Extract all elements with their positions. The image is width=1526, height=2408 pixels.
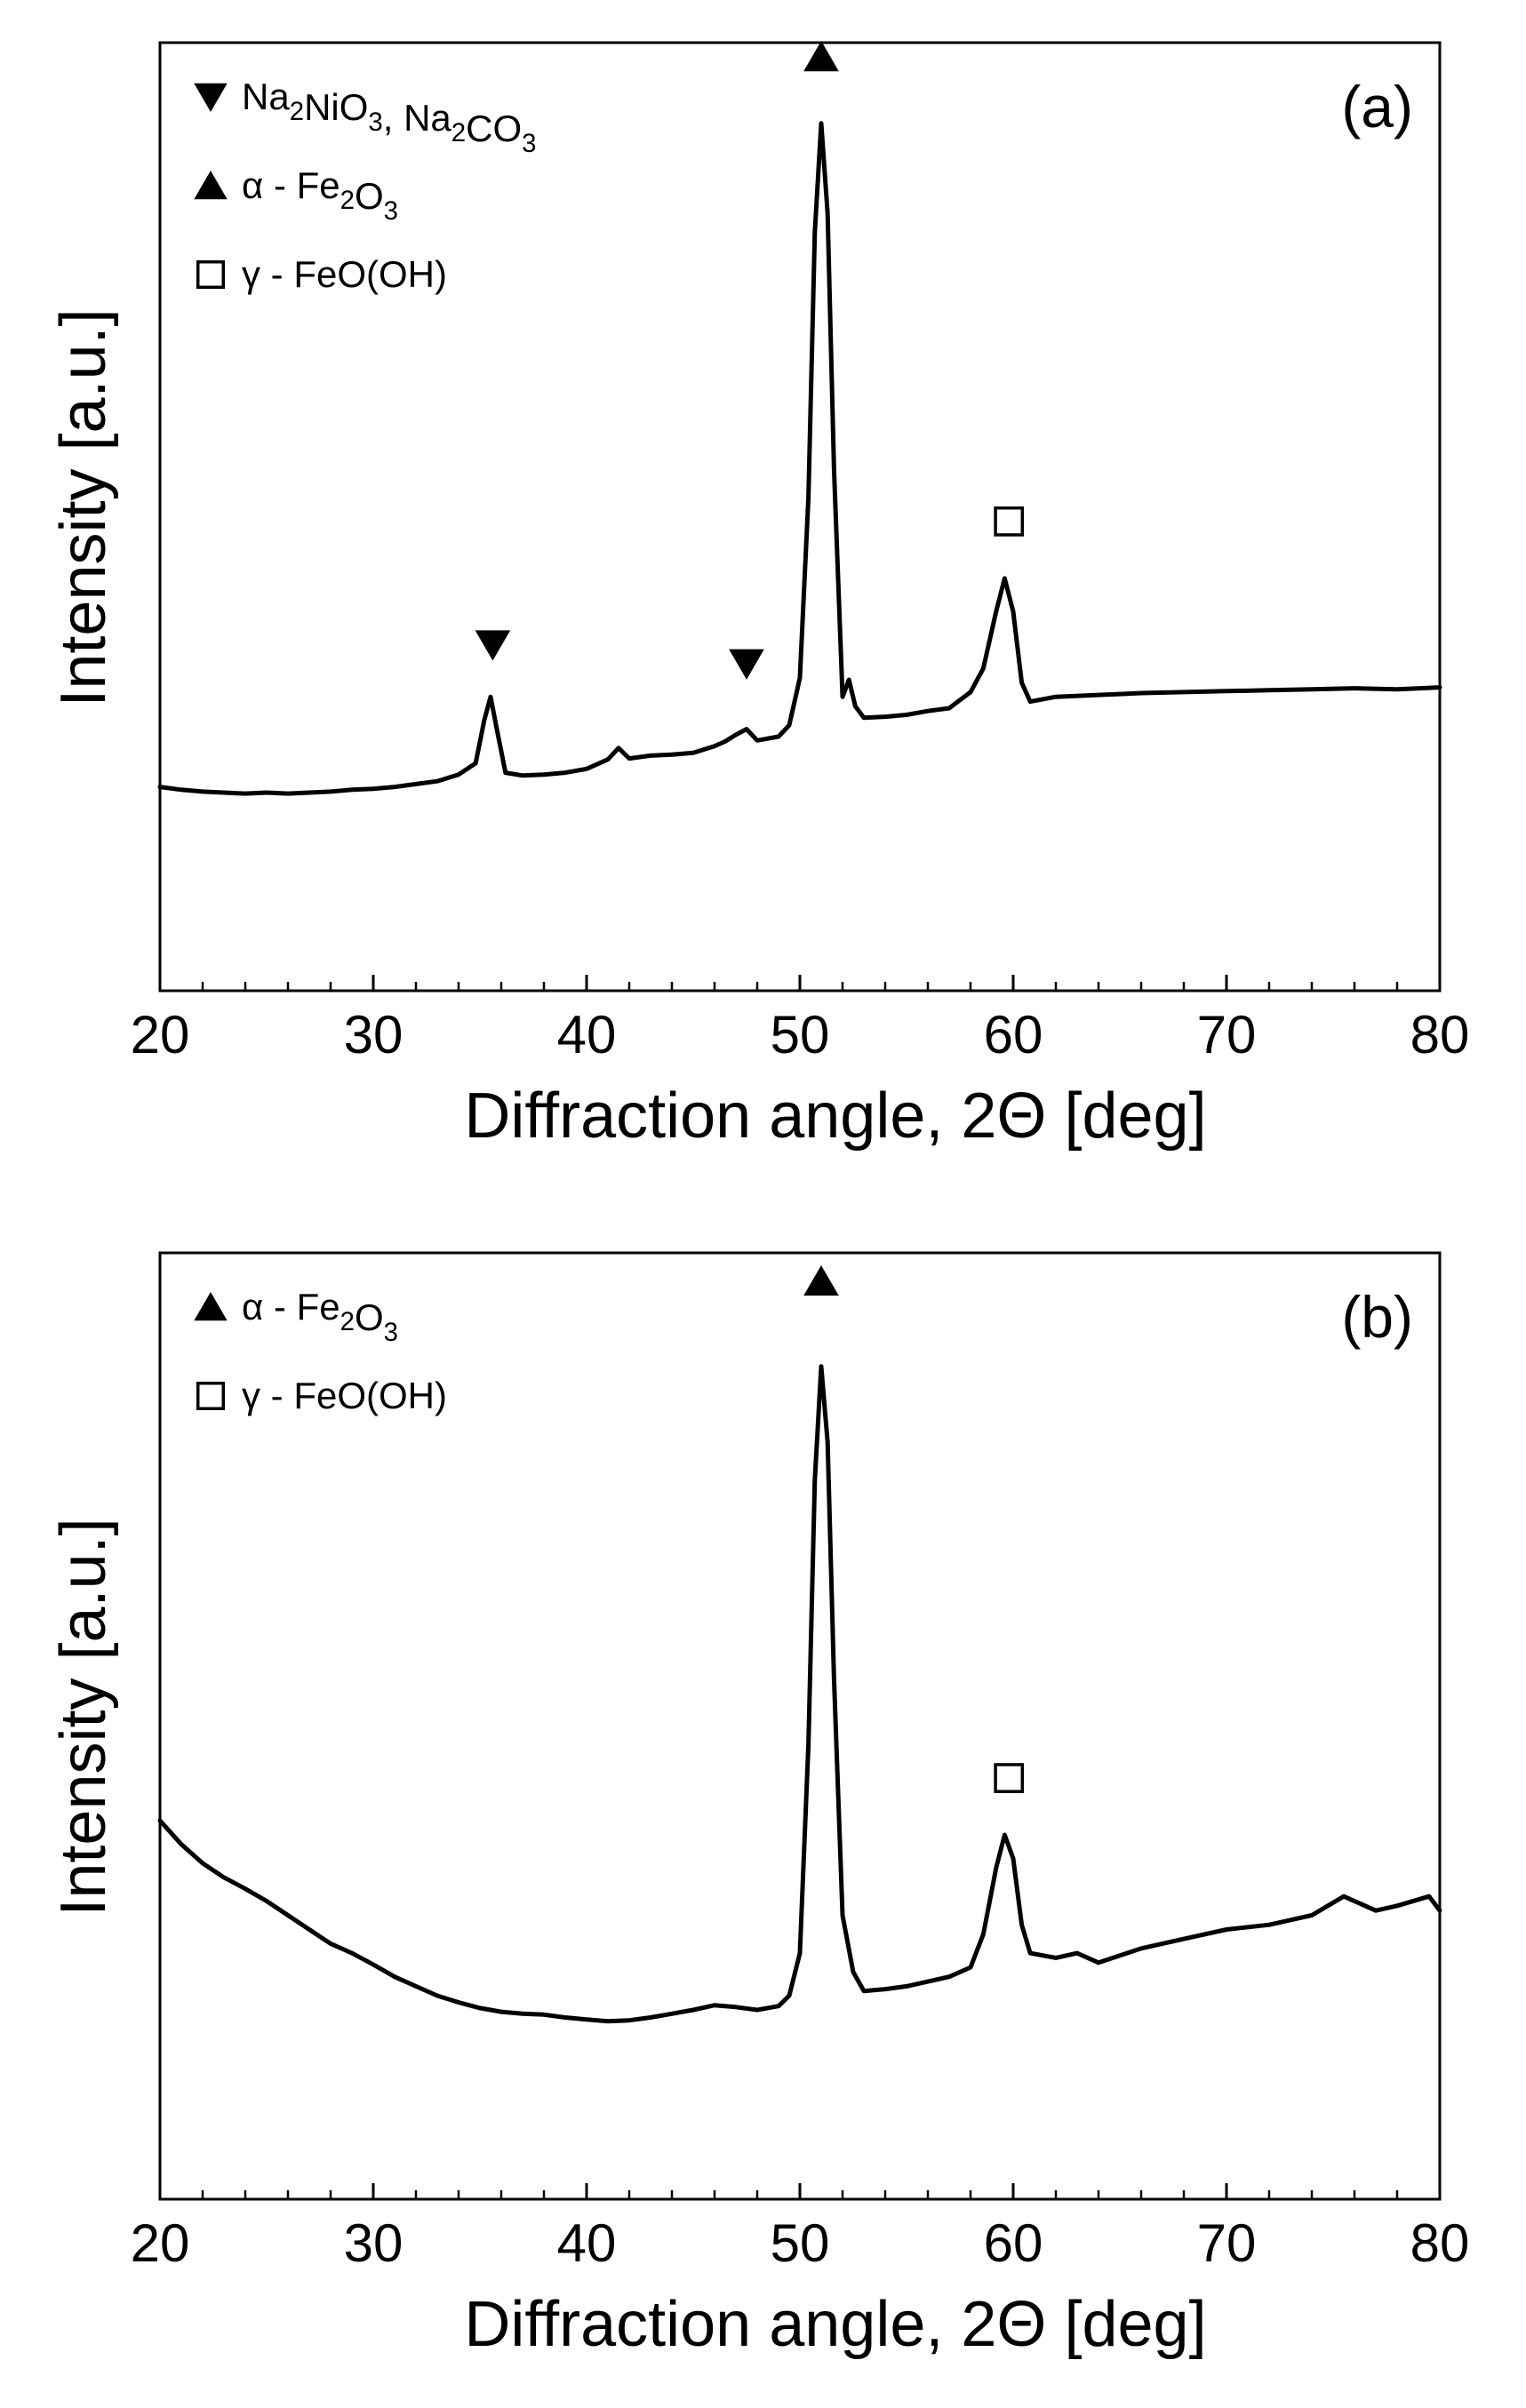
x-axis-title: Diffraction angle, 2Θ [deg] [464,2289,1206,2360]
legend-entry: Na2NiO3, Na2CO3 [194,76,537,158]
legend-entry: γ - FeO(OH) [196,253,447,295]
x-tick-label: 20 [131,2213,190,2273]
up-triangle-peak-marker [803,1264,839,1296]
open-square-legend-marker [196,259,226,290]
down-triangle-peak-marker [475,630,511,661]
open-square-peak-marker [994,506,1025,537]
xrd-pattern-line [157,1364,1442,2024]
panel-label: (a) [1341,74,1413,140]
panel-a: 20 30 40 50 60 70 80 Diffraction angle, 2Θ [deg… [48,41,1469,1152]
y-axis-title: Intensity [a.u.] [48,1518,119,1916]
x-tick-label: 60 [984,2213,1043,2273]
x-tick-label: 50 [771,2213,830,2273]
x-tick-label: 30 [344,2213,403,2273]
legend-entry: γ - FeO(OH) [196,1375,447,1416]
x-tick-label: 70 [1197,2213,1257,2273]
open-square-legend-marker [196,1381,226,1411]
x-tick-label: 80 [1410,1005,1470,1064]
legend-label: α - Fe2O3 [242,1286,398,1347]
x-tick-label: 80 [1410,2213,1470,2273]
y-axis-title: Intensity [a.u.] [48,308,119,706]
x-tick-label: 50 [771,1005,830,1064]
x-tick-label: 30 [344,1005,403,1064]
legend-entry: α - Fe2O3 [194,164,398,226]
up-triangle-legend-marker [194,1292,228,1321]
down-triangle-legend-marker [194,83,228,112]
x-tick-label: 40 [557,2213,617,2273]
x-axis-title: Diffraction angle, 2Θ [deg] [464,1080,1206,1152]
xrd-pattern-line [157,121,1442,796]
x-tick-label: 60 [984,1005,1043,1064]
legend-label: γ - FeO(OH) [242,1375,447,1416]
down-triangle-peak-marker [729,649,764,680]
panel-label: (b) [1341,1284,1413,1350]
x-tick-label: 40 [557,1005,617,1064]
x-tick-label: 70 [1197,1005,1257,1064]
up-triangle-peak-marker [803,41,839,72]
x-tick-label: 20 [131,1005,190,1064]
legend-label: Na2NiO3, Na2CO3 [242,76,537,158]
legend-label: γ - FeO(OH) [242,253,447,295]
open-square-peak-marker [994,1763,1025,1793]
up-triangle-legend-marker [194,171,228,200]
legend-label: α - Fe2O3 [242,164,398,226]
legend-entry: α - Fe2O3 [194,1286,398,1347]
panel-b: 20 30 40 50 60 70 80 Diffraction angle, 2Θ [deg… [48,1251,1470,2360]
